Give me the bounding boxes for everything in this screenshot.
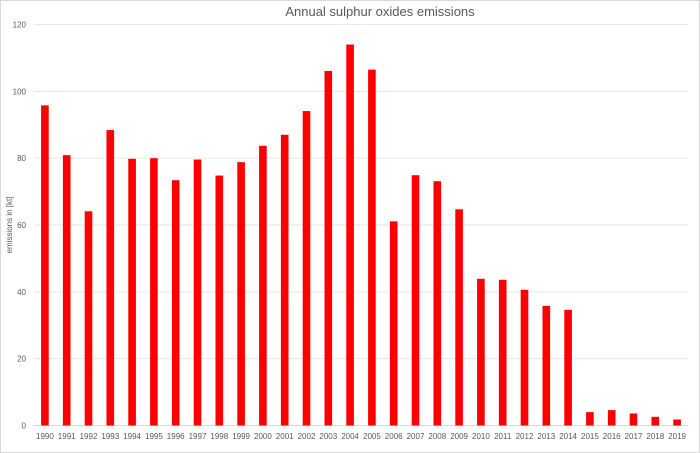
bar-2017	[629, 413, 638, 426]
x-tick-label: 1995	[145, 432, 163, 441]
x-tick-label: 1990	[36, 432, 54, 441]
x-tick-label: 2002	[298, 432, 316, 441]
bar-2005	[368, 69, 376, 426]
bar-2000	[259, 145, 267, 426]
bar-1990	[41, 105, 49, 426]
y-tick-label: 0	[22, 422, 27, 431]
x-tick-label: 2004	[341, 432, 359, 441]
bar-1991	[62, 155, 71, 426]
x-tick-label: 2005	[363, 432, 381, 441]
bar-2015	[586, 412, 594, 426]
bar-1998	[215, 175, 224, 426]
x-tick-label: 2003	[319, 432, 337, 441]
x-tick-labels: 1990 1991 1992 1993 1994 1995 1996 1997 1998 1999…	[36, 432, 687, 441]
x-tick-label: 2013	[537, 432, 555, 441]
x-tick-label: 2000	[254, 432, 272, 441]
x-tick-label: 2016	[603, 432, 621, 441]
y-tick-label: 60	[17, 221, 26, 230]
bar-2013	[542, 305, 551, 426]
bar-1994	[128, 158, 136, 426]
bar-2004	[346, 44, 354, 426]
x-tick-label: 2018	[646, 432, 664, 441]
x-tick-label: 2001	[276, 432, 294, 441]
bar-2006	[389, 221, 398, 426]
x-tick-label: 2007	[407, 432, 425, 441]
gridlines	[34, 24, 688, 426]
y-tick-labels: 0 20 40 60 80 100 120	[13, 21, 27, 431]
bar-2018	[651, 416, 660, 426]
x-tick-label: 1997	[189, 432, 207, 441]
bar-2003	[324, 70, 333, 426]
x-tick-label: 2017	[625, 432, 643, 441]
bar-2001	[280, 134, 289, 426]
x-tick-label: 1998	[210, 432, 228, 441]
bar-1996	[171, 180, 180, 426]
bar-2014	[564, 309, 572, 426]
chart-title: Annual sulphur oxides emissions	[285, 4, 475, 19]
x-tick-label: 2014	[559, 432, 577, 441]
bar-2009	[455, 209, 463, 426]
x-tick-label: 2010	[472, 432, 490, 441]
x-tick-label: 2006	[385, 432, 403, 441]
bar-2007	[411, 175, 420, 426]
y-tick-label: 100	[13, 87, 27, 96]
x-tick-label: 2019	[668, 432, 686, 441]
x-tick-label: 1991	[58, 432, 76, 441]
y-tick-label: 40	[17, 288, 26, 297]
x-tick-label: 2012	[516, 432, 534, 441]
x-tick-label: 1994	[123, 432, 141, 441]
bar-1995	[150, 158, 158, 426]
bar-2019	[673, 419, 681, 426]
bar-2002	[302, 111, 311, 426]
bar-2012	[520, 289, 529, 426]
bar-2011	[498, 279, 507, 426]
x-tick-label: 1992	[80, 432, 98, 441]
y-axis-label: emissions in [kt]	[5, 197, 14, 254]
x-tick-label: 2015	[581, 432, 599, 441]
y-tick-label: 20	[17, 355, 26, 364]
y-tick-label: 120	[13, 21, 27, 30]
y-tick-label: 80	[17, 154, 26, 163]
bar-1993	[106, 130, 115, 426]
x-tick-label: 1996	[167, 432, 185, 441]
bar-1999	[237, 162, 245, 426]
x-tick-label: 2008	[428, 432, 446, 441]
x-tick-label: 2009	[450, 432, 468, 441]
x-tick-label: 1999	[232, 432, 250, 441]
bar-1997	[193, 159, 202, 426]
bar-2008	[433, 181, 442, 426]
bar-2016	[607, 410, 616, 426]
bar-2010	[477, 278, 485, 426]
x-tick-label: 2011	[494, 432, 512, 441]
bar-1992	[84, 211, 93, 426]
bars	[41, 44, 681, 426]
x-tick-label: 1993	[101, 432, 119, 441]
